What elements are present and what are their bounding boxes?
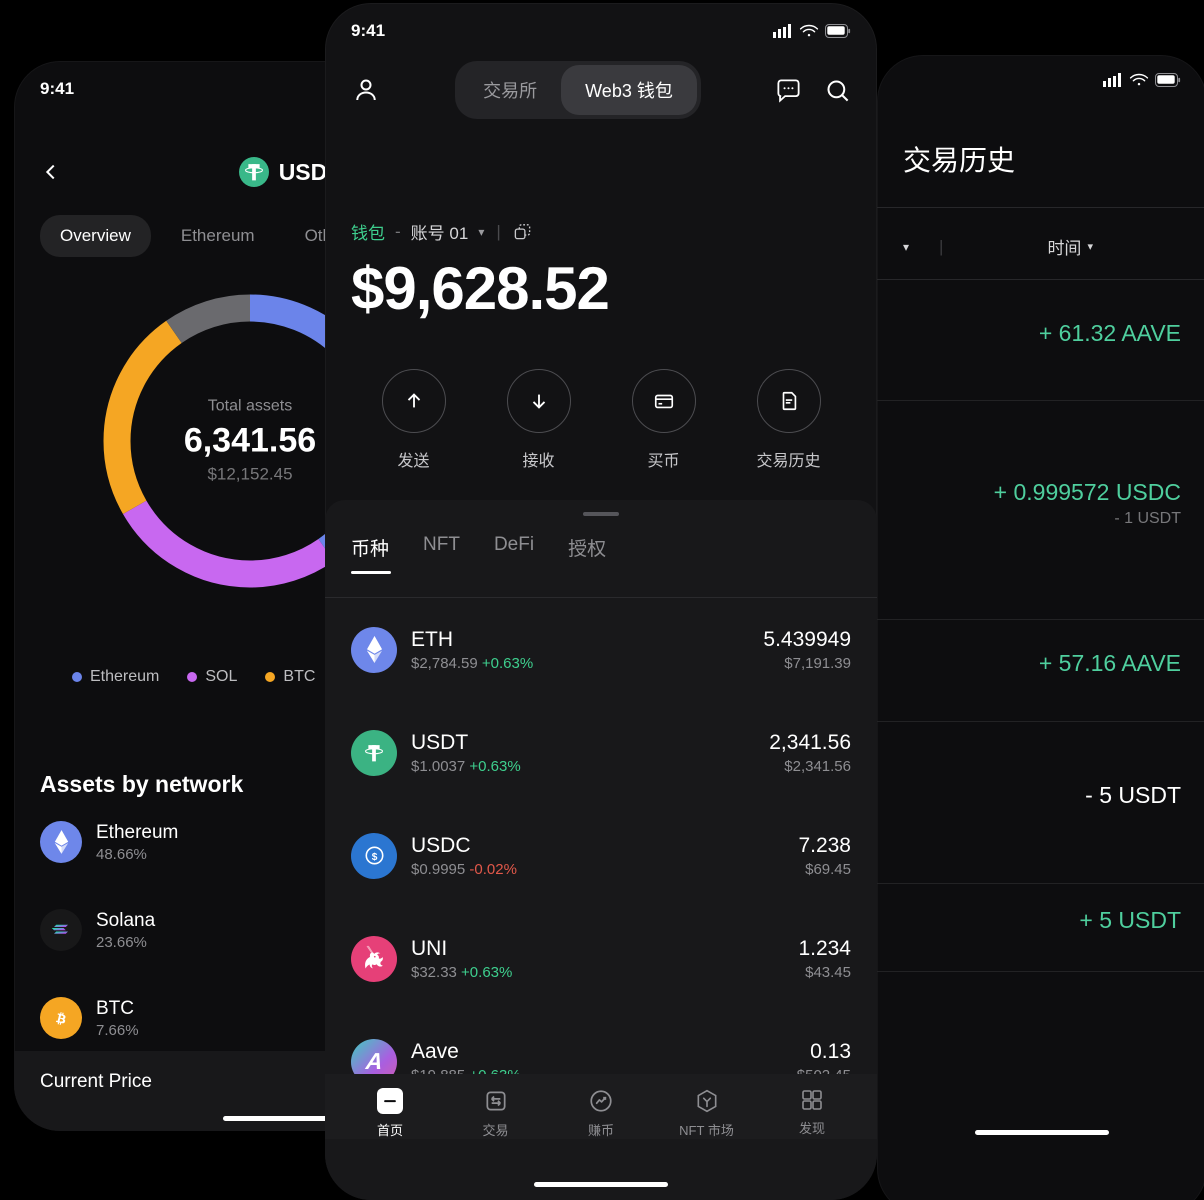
svg-text:$: $ xyxy=(371,852,377,863)
